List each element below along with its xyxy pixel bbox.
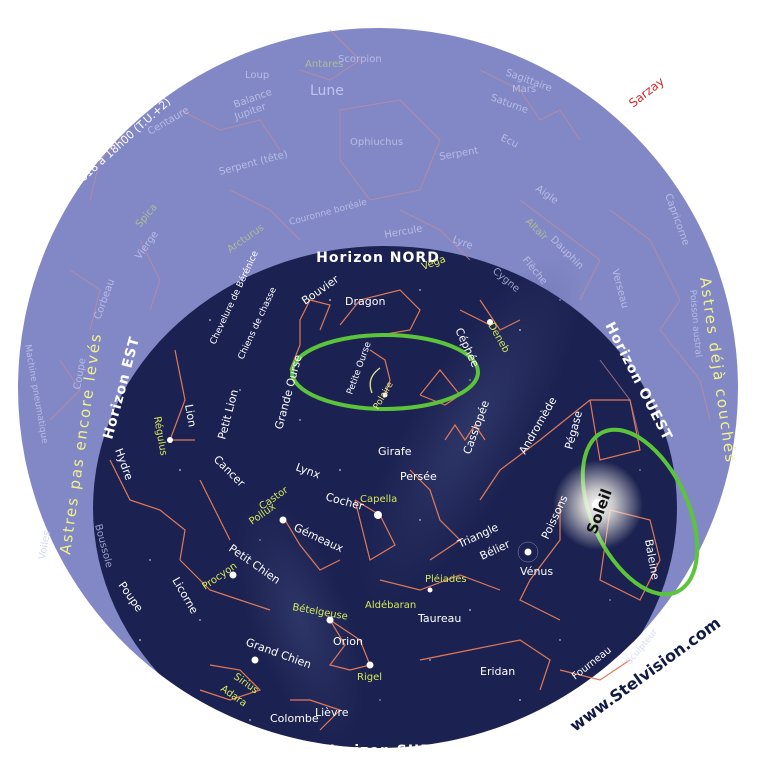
horizon-north-label: Horizon NORD [316, 250, 440, 266]
milky-way [357, 254, 583, 606]
sun-icon [592, 499, 604, 511]
moon-label: Lune [310, 83, 344, 99]
con-ophiuchus: Ophiuchus [350, 137, 403, 148]
con-scorpion: Scorpion [338, 54, 382, 65]
star-capella: Capella [360, 494, 397, 505]
con-coupe: Coupe [72, 357, 88, 390]
con-lion: Lion [182, 403, 199, 428]
star-rigel: Rigel [357, 672, 382, 683]
con-orion: Orion [333, 635, 363, 648]
con-voiles: Voiles [37, 530, 53, 561]
con-colombe: Colombe [270, 712, 319, 725]
con-girafe: Girafe [378, 445, 412, 458]
polaris-arrow-icon [369, 367, 381, 394]
north-highlight-ellipse [290, 333, 480, 411]
location-label: Sarzay [626, 74, 667, 110]
con-dragon: Dragon [345, 295, 385, 308]
con-lievre: Lièvre [315, 706, 349, 719]
star-antares: Antares [305, 59, 343, 70]
visible-constellation-lines [109, 289, 661, 731]
con-persee: Persée [400, 470, 437, 483]
venus-label: Vénus [520, 565, 553, 578]
milky-way-south [235, 496, 365, 744]
horizon-south-label: Horizon SUD [323, 743, 433, 759]
mars-label: Mars [512, 84, 536, 95]
star-aldebaran: Aldébaran [365, 599, 416, 611]
star-pleiades: Pléiades [425, 573, 467, 585]
bright-stars [167, 319, 532, 669]
venus-marker [517, 541, 539, 563]
con-taureau: Taureau [417, 612, 461, 625]
con-loup: Loup [245, 70, 269, 81]
con-eridan: Eridan [480, 665, 515, 678]
hidden-constellation-lines [49, 29, 711, 441]
